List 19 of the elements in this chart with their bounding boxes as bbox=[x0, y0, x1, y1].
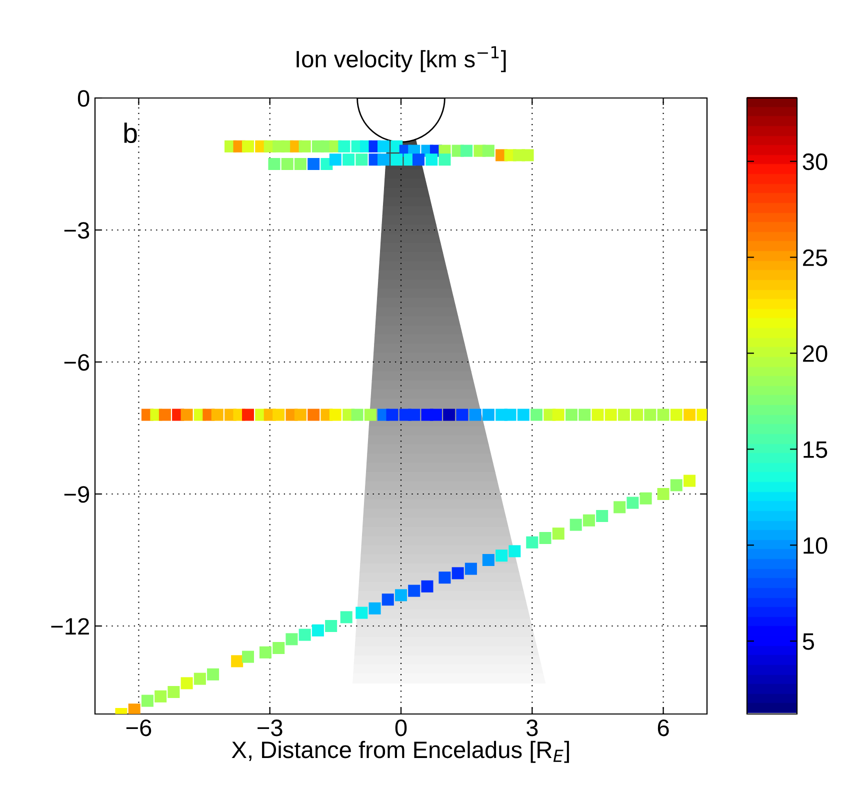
y-tick-label: −3 bbox=[64, 222, 90, 239]
x-tick-label: 0 bbox=[395, 719, 407, 736]
color-bar-label: 15 bbox=[804, 441, 828, 458]
chart-title: Ion velocity [km s$^{−1}$] bbox=[296, 46, 506, 72]
color-bar-label: 10 bbox=[804, 537, 828, 554]
color-bar-label: 5 bbox=[802, 633, 814, 650]
annotation: b bbox=[124, 122, 137, 144]
x-tick-label: −6 bbox=[126, 719, 152, 736]
color-bar-label: 30 bbox=[802, 153, 828, 170]
y-tick-label: −9 bbox=[64, 486, 90, 503]
x-tick-label: 6 bbox=[658, 719, 669, 736]
color-bar-label: 25 bbox=[803, 249, 828, 266]
y-tick-label: −12 bbox=[51, 618, 89, 635]
x-axis-title: X, Distance from Enceladus [R$_{E}$] bbox=[232, 740, 569, 763]
y-tick-label: −6 bbox=[64, 354, 90, 371]
x-tick-label: 3 bbox=[526, 719, 538, 736]
y-tick-label: 0 bbox=[78, 90, 90, 107]
x-tick-label: −3 bbox=[258, 719, 282, 736]
color-bar-label: 20 bbox=[803, 345, 828, 362]
